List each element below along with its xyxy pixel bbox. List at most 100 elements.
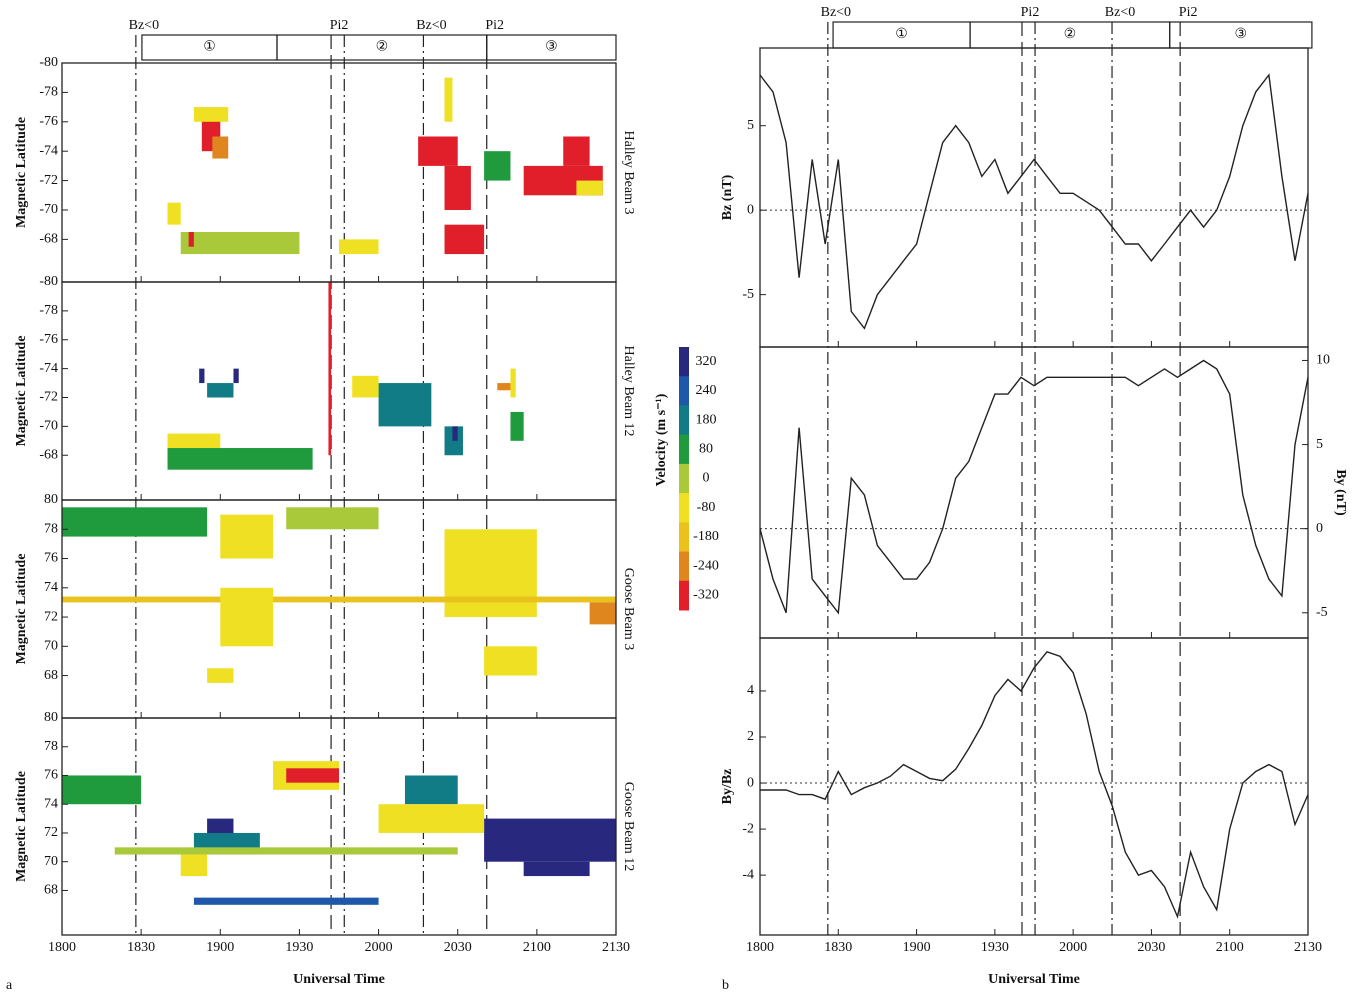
colorbar-block — [679, 551, 689, 582]
y-tick-label: -78 — [39, 303, 58, 318]
y-tick-label: -74 — [39, 143, 58, 158]
interval-label: ③ — [545, 40, 558, 55]
x-tick-label: 2130 — [1294, 940, 1322, 955]
y-tick-label: 68 — [44, 883, 58, 898]
y-tick-label: 5 — [747, 118, 754, 133]
y-tick-label: 74 — [44, 580, 58, 595]
y-tick-label: -70 — [39, 419, 58, 434]
y-tick-label: -76 — [39, 114, 58, 129]
velocity-patch — [510, 368, 516, 398]
velocity-patch — [233, 368, 239, 384]
velocity-patch — [418, 136, 458, 166]
y-tick-label: 4 — [747, 683, 754, 698]
x-tick-label: 2030 — [1137, 940, 1165, 955]
event-label: Bz<0 — [1105, 5, 1135, 20]
colorbar-tick-label: 240 — [696, 383, 717, 398]
colorbar-block — [679, 522, 689, 553]
y-tick-label: 0 — [747, 775, 754, 790]
interval-label: ① — [895, 27, 908, 42]
y-tick-label: -70 — [39, 202, 58, 217]
imf-line — [759, 359, 1309, 615]
colorbar-block — [679, 580, 689, 611]
colorbar-tick-label: 320 — [696, 354, 717, 369]
y-tick-label: 5 — [1316, 437, 1323, 452]
y-tick-label: 72 — [44, 825, 58, 840]
y-axis-label: Bz (nT) — [720, 174, 735, 220]
y-tick-label: 76 — [44, 768, 58, 783]
colorbar-block — [679, 405, 689, 436]
velocity-patch — [193, 897, 379, 905]
y-tick-label: -80 — [39, 55, 58, 70]
velocity-patch — [563, 136, 590, 166]
event-label: Pi2 — [485, 18, 504, 33]
event-label: Pi2 — [1021, 5, 1040, 20]
velocity-patch — [523, 861, 590, 877]
velocity-patch — [193, 107, 229, 122]
y-tick-label: 78 — [44, 521, 58, 536]
y-tick-label: 0 — [747, 202, 754, 217]
y-tick-label: 70 — [44, 854, 58, 869]
velocity-patch — [188, 232, 194, 247]
y-tick-label: -5 — [1316, 605, 1328, 620]
velocity-patch — [62, 775, 142, 805]
y-axis-label: By (nT) — [1333, 469, 1348, 516]
velocity-patch — [444, 165, 471, 210]
x-tick-label: 2100 — [523, 940, 551, 955]
velocity-patch — [484, 646, 537, 676]
colorbar-block — [679, 493, 689, 523]
velocity-patch — [220, 587, 274, 647]
y-tick-label: -80 — [39, 274, 58, 289]
velocity-patch — [62, 596, 616, 603]
velocity-patch — [328, 282, 332, 456]
x-axis-label: Universal Time — [293, 972, 385, 987]
event-label: Pi2 — [1179, 5, 1198, 20]
x-tick-label: 1930 — [981, 940, 1009, 955]
velocity-patch — [484, 818, 616, 862]
x-tick-label: 1830 — [127, 940, 155, 955]
panel-label: b — [722, 978, 729, 993]
beam-label: Halley Beam 3 — [621, 131, 636, 215]
colorbar-block — [679, 434, 689, 465]
velocity-patch — [576, 180, 603, 196]
colorbar-tick-label: -80 — [697, 500, 716, 515]
y-tick-label: -72 — [39, 390, 58, 405]
x-tick-label: 1930 — [285, 940, 313, 955]
beam-label: Goose Beam 12 — [621, 782, 636, 871]
y-axis-label: Magnetic Latitude — [14, 554, 29, 665]
y-tick-label: 0 — [1316, 521, 1323, 536]
velocity-patch — [180, 854, 208, 877]
velocity-patch — [510, 411, 524, 441]
y-axis-label: Magnetic Latitude — [14, 336, 29, 447]
panel-frame — [759, 637, 1309, 936]
velocity-patch — [484, 151, 511, 181]
velocity-patch — [444, 529, 537, 618]
y-tick-label: -72 — [39, 173, 58, 188]
velocity-patch — [207, 383, 234, 398]
velocity-patch — [378, 383, 432, 427]
y-axis-label: Magnetic Latitude — [14, 771, 29, 882]
panel-frame — [61, 717, 617, 936]
velocity-patch — [352, 375, 379, 398]
y-tick-label: 68 — [44, 668, 58, 683]
velocity-patch — [378, 804, 485, 833]
y-tick-label: 76 — [44, 551, 58, 566]
interval-label: ① — [203, 40, 216, 55]
colorbar-tick-label: 180 — [696, 412, 717, 427]
velocity-patch — [286, 507, 379, 530]
velocity-patch — [444, 224, 485, 255]
x-tick-label: 1800 — [746, 940, 774, 955]
event-label: Pi2 — [330, 18, 349, 33]
y-tick-label: -78 — [39, 85, 58, 100]
velocity-patch — [452, 426, 458, 441]
event-label: Bz<0 — [416, 18, 446, 33]
y-tick-label: -74 — [39, 361, 58, 376]
y-tick-label: 72 — [44, 609, 58, 624]
colorbar-label: Velocity (m s⁻¹) — [654, 393, 669, 486]
y-axis-label: By/Bz — [720, 769, 735, 805]
velocity-patch — [207, 668, 234, 683]
colorbar-tick-label: 0 — [703, 471, 710, 486]
y-tick-label: -68 — [39, 447, 58, 462]
imf-line — [759, 73, 1309, 330]
velocity-patch — [167, 448, 313, 470]
